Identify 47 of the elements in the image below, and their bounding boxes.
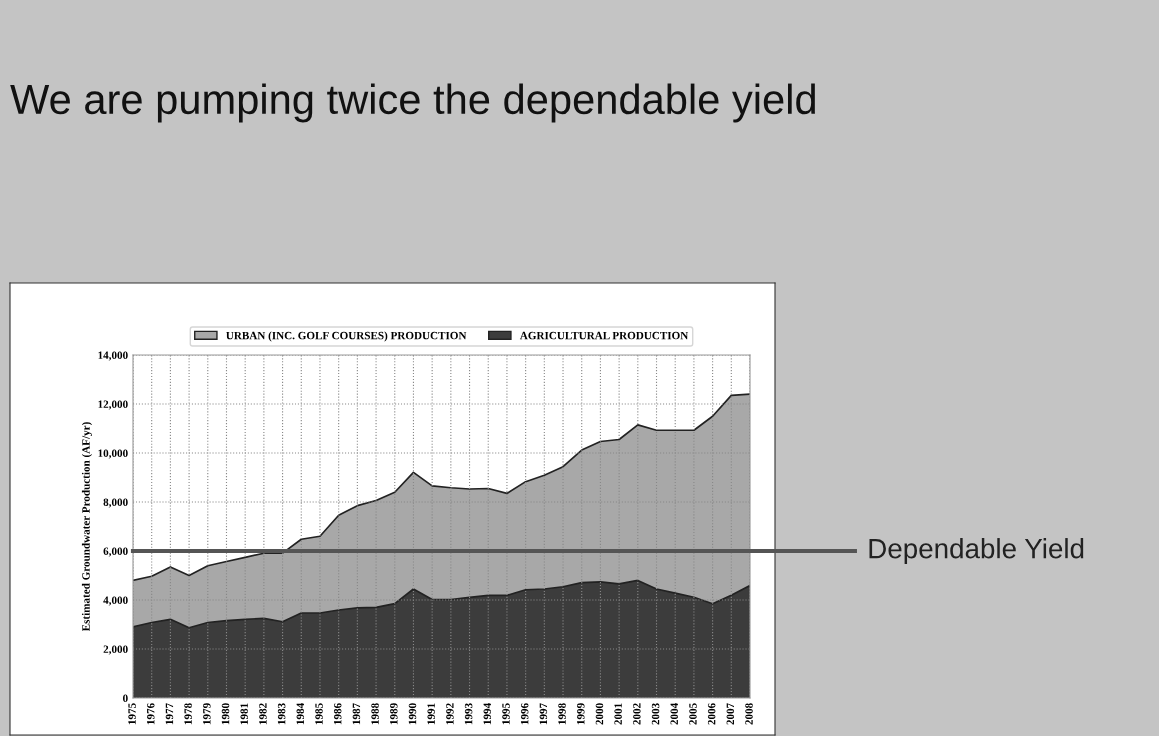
x-tick-label: 2003 — [651, 703, 660, 725]
x-tick-label: 1976 — [147, 703, 155, 725]
x-tick-label: 2006 — [707, 703, 716, 725]
y-tick-label: 0 — [123, 694, 128, 702]
y-tick-label: 10,000 — [98, 449, 128, 459]
y-tick-label: 8,000 — [103, 498, 128, 508]
x-tick-label: 2007 — [726, 703, 735, 725]
x-tick-label: 2005 — [689, 703, 697, 725]
x-tick-label: 1999 — [577, 703, 585, 725]
x-tick-label: 1980 — [221, 703, 230, 725]
x-tick-label: 1987 — [352, 703, 361, 725]
x-tick-label: 1996 — [520, 703, 529, 725]
x-tick-label: 1997 — [539, 703, 548, 725]
x-tick-label: 1998 — [558, 703, 566, 725]
x-tick-label: 2000 — [595, 703, 604, 725]
x-tick-label: 1988 — [371, 703, 379, 725]
x-tick-label: 2008 — [745, 703, 753, 725]
y-tick-label: 2,000 — [103, 645, 128, 655]
x-tick-label: 1975 — [128, 703, 136, 725]
x-tick-label: 1989 — [390, 703, 398, 725]
y-tick-label: 4,000 — [103, 596, 128, 606]
y-tick-label: 6,000 — [103, 547, 128, 557]
x-tick-label: 1995 — [502, 703, 510, 725]
x-tick-label: 2002 — [633, 703, 641, 725]
x-tick-label: 1979 — [203, 703, 211, 725]
x-tick-label: 1991 — [427, 703, 435, 725]
x-tick-label: 1986 — [333, 703, 342, 725]
x-tick-label: 1994 — [483, 703, 492, 725]
y-tick-label: 12,000 — [98, 400, 128, 410]
legend-label: AGRICULTURAL PRODUCTION — [519, 331, 689, 340]
x-tick-label: 1977 — [165, 703, 174, 725]
ref-line-label: Dependable Yield — [869, 538, 1084, 564]
x-tick-label: 1992 — [446, 703, 454, 725]
x-tick-label: 1982 — [259, 703, 267, 725]
x-tick-label: 1981 — [240, 703, 248, 725]
x-tick-label: 1978 — [184, 703, 192, 725]
y-tick-label: 14,000 — [98, 351, 128, 361]
x-tick-label: 1984 — [296, 703, 305, 725]
x-tick-label: 1983 — [277, 703, 286, 725]
x-tick-label: 1990 — [408, 703, 417, 725]
x-tick-label: 1993 — [464, 703, 473, 725]
x-tick-label: 1985 — [315, 703, 323, 725]
x-tick-label: 2001 — [614, 703, 622, 725]
x-tick-label: 2004 — [670, 703, 678, 725]
y-axis-title: Estimated Groundwater Production (AF/yr) — [81, 422, 93, 632]
chart-title: We are pumping twice the dependable yield — [10, 83, 815, 123]
legend-label: URBAN (INC. GOLF COURSES) PRODUCTION — [226, 331, 467, 342]
